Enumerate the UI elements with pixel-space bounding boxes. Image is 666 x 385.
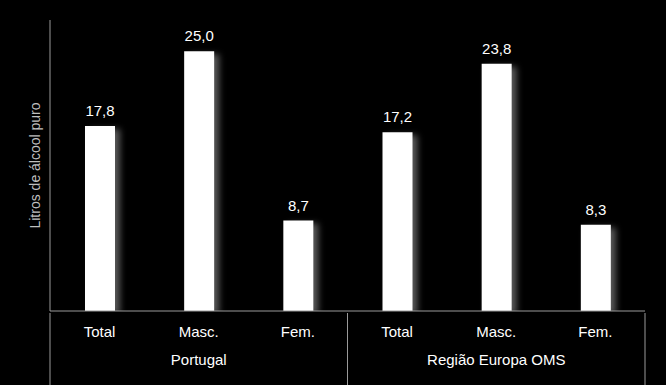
svg-text:23,8: 23,8: [482, 40, 511, 57]
svg-text:Masc.: Masc.: [179, 323, 219, 340]
svg-text:17,8: 17,8: [85, 102, 114, 119]
svg-text:Fem.: Fem.: [281, 323, 315, 340]
svg-text:Total: Total: [84, 323, 116, 340]
svg-text:Portugal: Portugal: [171, 351, 227, 368]
svg-text:Litros de álcool puro: Litros de álcool puro: [27, 102, 43, 228]
svg-text:17,2: 17,2: [383, 108, 412, 125]
svg-text:Fem.: Fem.: [578, 323, 612, 340]
svg-text:25,0: 25,0: [185, 27, 214, 44]
svg-text:Total: Total: [381, 323, 413, 340]
svg-text:Região Europa OMS: Região Europa OMS: [427, 351, 565, 368]
svg-text:8,7: 8,7: [288, 197, 309, 214]
svg-text:Masc.: Masc.: [476, 323, 516, 340]
svg-text:8,3: 8,3: [585, 201, 606, 218]
